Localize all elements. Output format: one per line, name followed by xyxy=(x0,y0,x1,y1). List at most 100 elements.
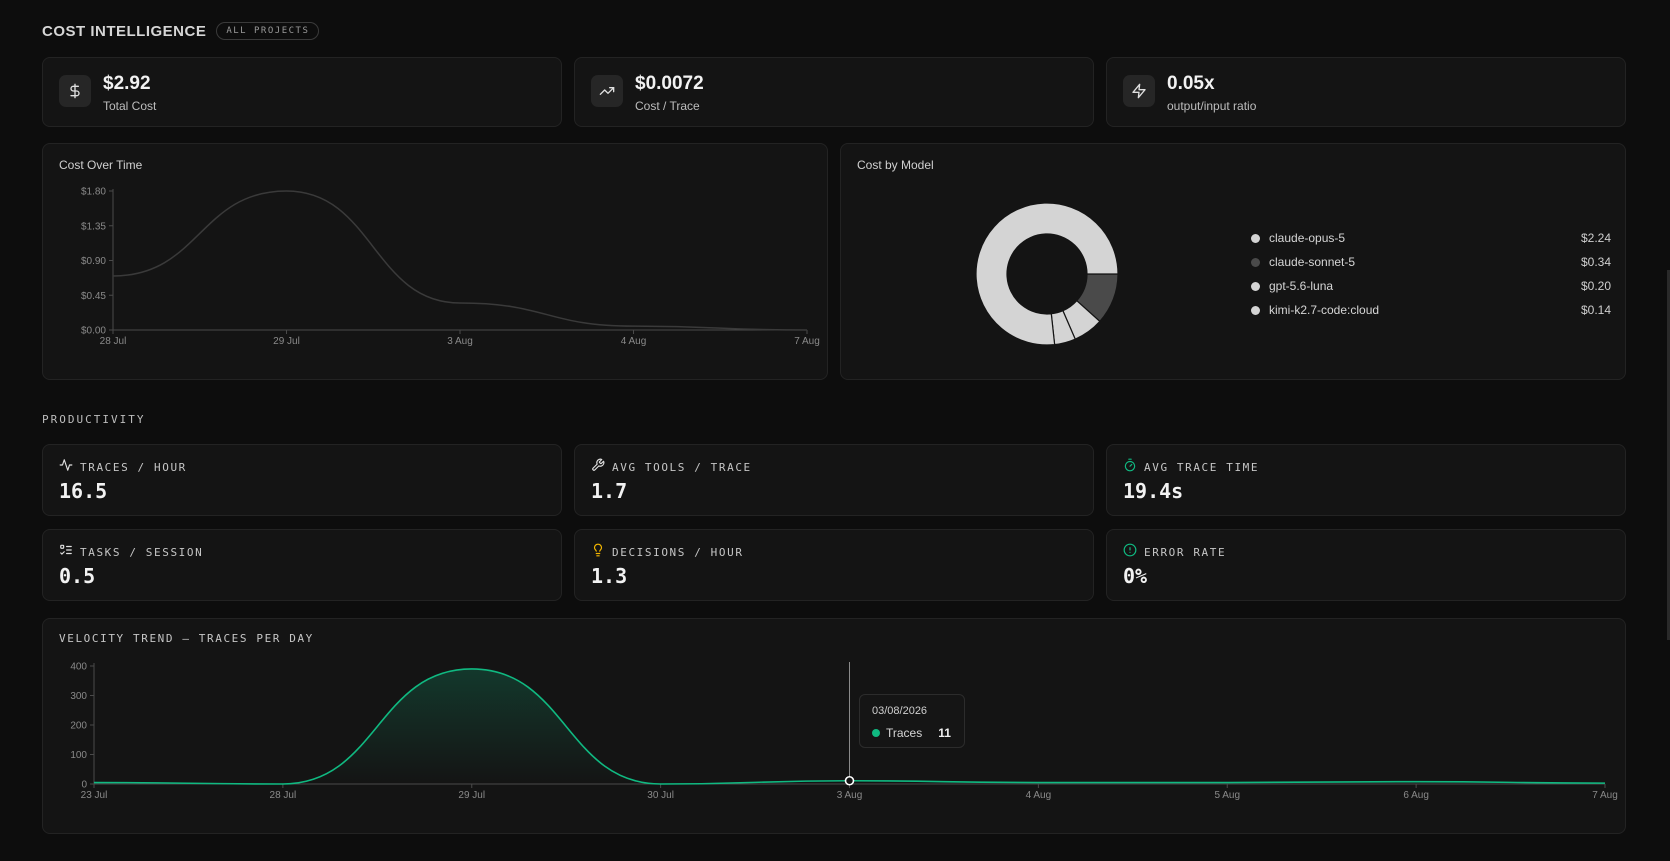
traces-line xyxy=(93,668,1606,785)
avg-trace-time-value: 19.4s xyxy=(1123,479,1184,503)
timer-icon xyxy=(1123,458,1137,477)
ratio-label: output/input ratio xyxy=(1167,99,1257,113)
legend-item[interactable]: claude-opus-5 $2.24 xyxy=(1251,228,1611,248)
legend-dot xyxy=(1251,257,1260,267)
legend-item[interactable]: kimi-k2.7-code:cloud $0.14 xyxy=(1251,300,1611,320)
tooltip-series-name: Traces xyxy=(886,726,923,740)
total-cost-value: $2.92 xyxy=(103,73,151,94)
total-cost-card: $2.92 Total Cost xyxy=(42,57,562,127)
all-projects-badge[interactable]: ALL PROJECTS xyxy=(216,22,320,40)
avg-tools-label: AVG TOOLS / TRACE xyxy=(612,461,752,474)
legend-model-name: claude-sonnet-5 xyxy=(1269,255,1356,269)
legend-dot xyxy=(1251,233,1260,243)
cost-section-header: COST INTELLIGENCE ALL PROJECTS xyxy=(42,22,320,40)
y-tick-label: $0.00 xyxy=(81,326,106,337)
cost-by-model-title: Cost by Model xyxy=(857,158,934,172)
x-tick-label: 7 Aug xyxy=(794,336,820,347)
velocity-trend-card: VELOCITY TREND — TRACES PER DAY 0 100 200 3… xyxy=(42,618,1626,834)
wrench-icon xyxy=(591,458,605,477)
y-tick-label: $1.80 xyxy=(81,187,106,198)
x-tick-label: 3 Aug xyxy=(837,790,863,801)
lightbulb-icon xyxy=(591,543,605,562)
tasks-per-session-card: TASKS / SESSION 0.5 xyxy=(42,529,562,601)
tooltip-series-value: 11 xyxy=(938,726,951,740)
x-tick-label: 29 Jul xyxy=(458,790,485,801)
total-cost-label: Total Cost xyxy=(103,99,157,113)
hover-point xyxy=(844,775,855,786)
y-tick-label: 300 xyxy=(70,691,87,702)
cost-by-model-card: Cost by Model claude-opus-5 $2.24 claude… xyxy=(840,143,1626,380)
tooltip-date: 03/08/2026 xyxy=(872,705,928,717)
dollar-icon xyxy=(59,75,91,107)
cost-per-trace-card: $0.0072 Cost / Trace xyxy=(574,57,1094,127)
legend-model-amount: $2.24 xyxy=(1580,231,1611,245)
legend-model-amount: $0.14 xyxy=(1580,303,1611,317)
legend-item[interactable]: claude-sonnet-5 $0.34 xyxy=(1251,252,1611,272)
x-tick-label: 3 Aug xyxy=(447,336,473,347)
y-tick-label: 100 xyxy=(70,750,87,761)
y-tick-label: $0.90 xyxy=(81,256,106,267)
tasks-per-session-label: TASKS / SESSION xyxy=(80,546,204,559)
legend-dot xyxy=(1251,305,1260,315)
y-tick-label: 0 xyxy=(81,780,87,791)
ratio-card: 0.05x output/input ratio xyxy=(1106,57,1626,127)
legend-item[interactable]: gpt-5.6-luna $0.20 xyxy=(1251,276,1611,296)
error-rate-label: ERROR RATE xyxy=(1144,546,1227,559)
x-tick-label: 30 Jul xyxy=(647,790,674,801)
cost-over-time-card: Cost Over Time $0.00 $0.45 $0.90 $1.35 $1.80… xyxy=(42,143,828,380)
ratio-value: 0.05x xyxy=(1167,73,1215,94)
velocity-trend-title: VELOCITY TREND — TRACES PER DAY xyxy=(59,632,314,645)
cost-over-time-title: Cost Over Time xyxy=(59,158,143,172)
x-tick-label: 28 Jul xyxy=(100,336,127,347)
x-tick-label: 7 Aug xyxy=(1592,790,1618,801)
traces-per-hour-value: 16.5 xyxy=(59,479,108,503)
chart-tooltip: 03/08/2026 Traces 11 xyxy=(859,694,965,748)
y-tick-label: 400 xyxy=(70,662,87,673)
legend-model-amount: $0.20 xyxy=(1580,279,1611,293)
y-tick-label: $1.35 xyxy=(81,221,106,232)
legend-dot xyxy=(1251,281,1260,291)
cost-over-time-chart[interactable]: $0.00 $0.45 $0.90 $1.35 $1.80 28 Jul 29 Jul 3 A… xyxy=(43,144,829,381)
traces-per-hour-card: TRACES / HOUR 16.5 xyxy=(42,444,562,516)
x-tick-label: 23 Jul xyxy=(81,790,108,801)
x-tick-label: 5 Aug xyxy=(1214,790,1240,801)
cost-per-trace-label: Cost / Trace xyxy=(635,99,700,113)
avg-trace-time-card: AVG TRACE TIME 19.4s xyxy=(1106,444,1626,516)
tooltip-series-dot xyxy=(872,729,880,737)
avg-trace-time-label: AVG TRACE TIME xyxy=(1144,461,1260,474)
legend-model-amount: $0.34 xyxy=(1580,255,1611,269)
decisions-per-hour-label: DECISIONS / HOUR xyxy=(612,546,744,559)
error-rate-value: 0% xyxy=(1123,564,1148,588)
alert-circle-icon xyxy=(1123,543,1137,562)
scrollbar[interactable] xyxy=(1667,270,1670,640)
activity-icon xyxy=(59,458,73,477)
x-tick-label: 4 Aug xyxy=(621,336,647,347)
list-checks-icon xyxy=(59,543,73,562)
x-tick-label: 4 Aug xyxy=(1026,790,1052,801)
x-tick-label: 6 Aug xyxy=(1403,790,1429,801)
tasks-per-session-value: 0.5 xyxy=(59,564,96,588)
x-tick-label: 28 Jul xyxy=(270,790,297,801)
cost-line xyxy=(112,190,808,331)
traces-per-hour-label: TRACES / HOUR xyxy=(80,461,187,474)
donut-slice-claude-opus-5 xyxy=(975,202,1119,346)
y-tick-label: 200 xyxy=(70,721,87,732)
avg-tools-card: AVG TOOLS / TRACE 1.7 xyxy=(574,444,1094,516)
error-rate-card: ERROR RATE 0% xyxy=(1106,529,1626,601)
traces-area xyxy=(94,668,1605,784)
lightning-icon xyxy=(1123,75,1155,107)
cost-section-title: COST INTELLIGENCE xyxy=(42,22,207,40)
productivity-section-title: PRODUCTIVITY xyxy=(42,413,146,426)
legend-model-name: claude-opus-5 xyxy=(1269,231,1346,245)
velocity-trend-chart[interactable]: 0 100 200 300 400 23 Jul 28 Jul 29 Jul 30 Jul 3 A… xyxy=(43,619,1627,835)
avg-tools-value: 1.7 xyxy=(591,479,628,503)
cost-per-trace-value: $0.0072 xyxy=(635,73,704,94)
decisions-per-hour-card: DECISIONS / HOUR 1.3 xyxy=(574,529,1094,601)
cost-by-model-donut[interactable] xyxy=(841,144,1181,381)
y-tick-label: $0.45 xyxy=(81,291,106,302)
legend-model-name: gpt-5.6-luna xyxy=(1269,279,1334,293)
trending-up-icon xyxy=(591,75,623,107)
x-tick-label: 29 Jul xyxy=(273,336,300,347)
legend-model-name: kimi-k2.7-code:cloud xyxy=(1269,303,1380,317)
decisions-per-hour-value: 1.3 xyxy=(591,564,628,588)
